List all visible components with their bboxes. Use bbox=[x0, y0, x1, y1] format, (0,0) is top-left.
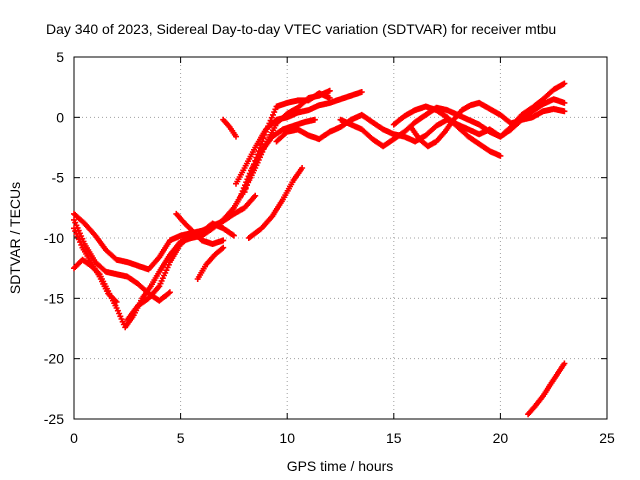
series-markers bbox=[124, 220, 237, 324]
series-track-p bbox=[407, 96, 568, 150]
x-tick-label: 5 bbox=[177, 430, 185, 446]
chart-title: Day 340 of 2023, Sidereal Day-to-day VTE… bbox=[46, 21, 556, 37]
series-markers bbox=[173, 210, 227, 247]
series-track-g bbox=[194, 244, 227, 282]
x-tick-label: 20 bbox=[493, 430, 509, 446]
x-axis-label: GPS time / hours bbox=[287, 458, 394, 474]
y-tick-label: -20 bbox=[44, 351, 64, 367]
series-track-e bbox=[124, 220, 237, 324]
series-markers bbox=[245, 165, 306, 241]
y-tick-label: 0 bbox=[56, 109, 64, 125]
series-markers bbox=[233, 89, 365, 187]
series-track-i bbox=[233, 89, 365, 187]
x-axis-ticks: 0 5 10 15 20 25 bbox=[70, 57, 615, 446]
y-tick-label: -15 bbox=[44, 290, 64, 306]
series-markers bbox=[194, 244, 227, 282]
series-markers bbox=[220, 116, 239, 140]
y-axis-label: SDTVAR / TECUs bbox=[7, 182, 23, 294]
series-markers bbox=[407, 96, 568, 150]
x-tick-label: 10 bbox=[279, 430, 295, 446]
y-tick-label: -5 bbox=[52, 170, 65, 186]
series-track-l bbox=[245, 165, 306, 241]
series-track-q bbox=[525, 360, 568, 418]
x-tick-label: 0 bbox=[70, 430, 78, 446]
series-track-f bbox=[173, 210, 227, 247]
series-markers bbox=[241, 90, 333, 196]
series-track-h bbox=[220, 116, 239, 140]
x-tick-label: 15 bbox=[386, 430, 402, 446]
y-tick-label: -10 bbox=[44, 230, 64, 246]
y-tick-label: 5 bbox=[56, 49, 64, 65]
series-track-k bbox=[241, 90, 333, 196]
data-series-group bbox=[71, 80, 568, 418]
series-markers bbox=[525, 360, 568, 418]
x-tick-label: 25 bbox=[599, 430, 615, 446]
y-tick-label: -25 bbox=[44, 411, 64, 427]
y-axis-ticks: 5 0 -5 -10 -15 -20 -25 bbox=[44, 49, 607, 427]
